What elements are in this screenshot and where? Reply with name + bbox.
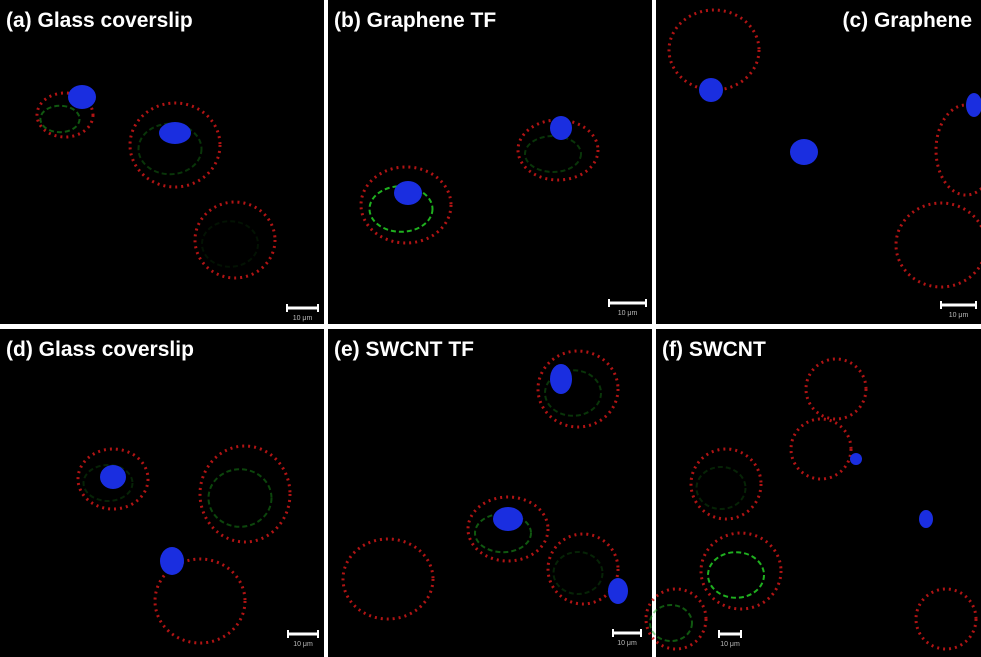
panel-label: (a) Glass coverslip xyxy=(6,9,193,32)
nucleus xyxy=(550,364,572,394)
cell-cytoplasm xyxy=(552,551,604,595)
panel-background xyxy=(328,0,652,324)
cell-membrane xyxy=(516,118,600,182)
cell-membrane xyxy=(914,587,978,651)
nucleus xyxy=(850,453,862,465)
cell-membrane xyxy=(894,201,981,289)
scale-bar-label: 10 μm xyxy=(293,315,313,322)
cell-membrane xyxy=(689,447,763,521)
cell-membrane xyxy=(804,357,868,421)
cell-membrane xyxy=(198,444,292,544)
nucleus xyxy=(100,465,126,489)
panel: (e) SWCNT TF 10 μm xyxy=(328,329,652,657)
panel-background xyxy=(656,0,981,324)
panel: (a) Glass coverslip 10 μm xyxy=(0,0,324,324)
panel-label: (f) SWCNT xyxy=(662,338,766,361)
nucleus xyxy=(608,578,628,604)
scale-bar-label: 10 μm xyxy=(293,641,313,648)
scale-bar-label: 10 μm xyxy=(949,312,969,319)
nucleus xyxy=(699,78,723,102)
nucleus xyxy=(790,139,818,165)
cell-membrane xyxy=(128,101,222,189)
panel-background xyxy=(328,329,652,657)
nucleus xyxy=(493,507,523,531)
panel-background xyxy=(0,0,324,324)
nucleus xyxy=(160,547,184,575)
panel-label: (e) SWCNT TF xyxy=(334,338,474,361)
nucleus xyxy=(919,510,933,528)
panel-background xyxy=(0,329,324,657)
cell-cytoplasm xyxy=(695,466,747,510)
cell-membrane xyxy=(546,532,620,606)
cell-cytoplasm xyxy=(524,135,582,173)
cell-membrane xyxy=(466,495,550,563)
panel: (b) Graphene TF 10 μm xyxy=(328,0,652,324)
cell-cytoplasm xyxy=(137,122,203,176)
cell-cytoplasm xyxy=(707,551,765,599)
panel-label: (b) Graphene TF xyxy=(334,9,496,32)
cell-cytoplasm xyxy=(207,468,273,528)
panel-label: (c) Graphene xyxy=(842,9,972,32)
panel-background xyxy=(656,329,981,657)
scale-bar-label: 10 μm xyxy=(720,641,740,648)
scale-bar-label: 10 μm xyxy=(617,640,637,647)
nucleus xyxy=(159,122,191,144)
cell-cytoplasm xyxy=(474,512,532,554)
cell-membrane xyxy=(359,165,453,245)
cell-cytoplasm xyxy=(544,369,602,417)
cell-membrane xyxy=(193,200,277,280)
cell-membrane xyxy=(699,531,783,611)
panel: (f) SWCNT 10 μm xyxy=(644,329,981,657)
cell-cytoplasm xyxy=(201,220,259,268)
cell-membrane xyxy=(789,417,853,481)
cell-cytoplasm xyxy=(649,604,693,642)
cell-membrane xyxy=(35,91,95,139)
panel-label: (d) Glass coverslip xyxy=(6,338,194,361)
cell-membrane xyxy=(341,537,435,621)
cell-membrane xyxy=(644,587,708,651)
cell-cytoplasm xyxy=(82,464,134,502)
nucleus xyxy=(68,85,96,109)
panel: (d) Glass coverslip 10 μm xyxy=(0,329,324,657)
panel: (c) Graphene 10 μm xyxy=(656,0,981,324)
cell-cytoplasm xyxy=(39,104,81,134)
nucleus xyxy=(550,116,572,140)
scale-bar-label: 10 μm xyxy=(618,310,638,317)
nucleus xyxy=(966,93,981,117)
cell-membrane xyxy=(76,447,150,511)
cell-membrane xyxy=(536,349,620,429)
cell-membrane xyxy=(153,557,247,645)
nucleus xyxy=(394,181,422,205)
